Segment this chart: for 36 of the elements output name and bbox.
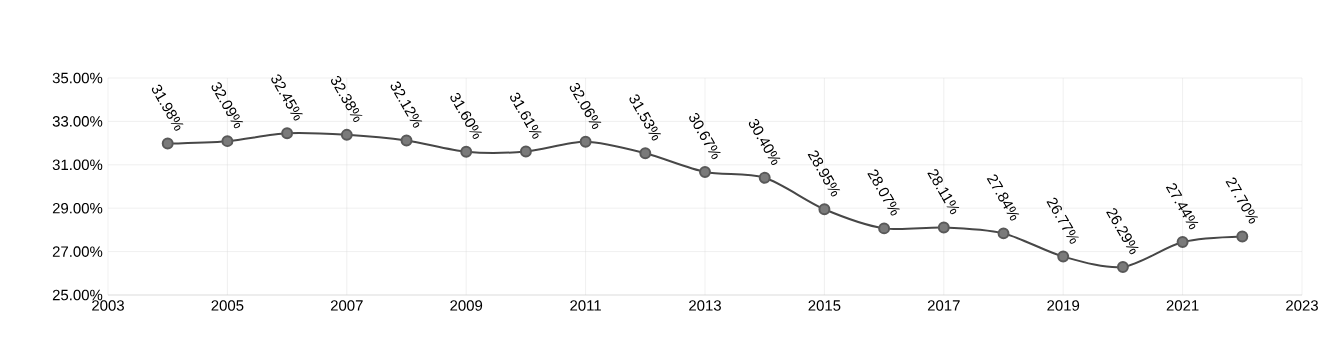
point (1057, 250, 1070, 263)
x-tick-label: 2003 (92, 300, 124, 311)
x-tick-label: 2011 (570, 300, 601, 311)
x-tick-label: 2005 (211, 300, 244, 311)
point (340, 128, 353, 141)
point (1176, 236, 1189, 249)
x-tick-label: 2009 (450, 300, 483, 311)
point (937, 221, 950, 234)
y-tick-label: 31.00% (52, 159, 103, 171)
point (1236, 230, 1249, 243)
point (460, 145, 473, 158)
y-tick-label: 25.00% (52, 289, 103, 301)
point (699, 165, 711, 178)
point (161, 137, 174, 150)
x-tick-label: 2021 (1166, 300, 1199, 311)
point (400, 134, 413, 147)
point (281, 127, 294, 140)
x-tick-label: 2015 (808, 300, 841, 311)
point (997, 227, 1010, 240)
point (818, 203, 831, 216)
point (579, 135, 592, 148)
x-tick-label: 2007 (330, 300, 363, 311)
x-tick-label: 2017 (927, 300, 960, 311)
point (519, 145, 532, 158)
y-tick-label: 35.00% (52, 72, 103, 84)
point (878, 222, 891, 235)
point (758, 171, 771, 184)
point (221, 135, 234, 148)
point (639, 147, 652, 160)
x-tick-label: 2019 (1047, 300, 1080, 311)
x-tick-label: 2023 (1286, 300, 1318, 311)
y-tick-label: 33.00% (52, 116, 103, 127)
y-tick-label: 29.00% (52, 202, 103, 214)
x-tick-label: 2013 (689, 300, 721, 311)
point (1116, 261, 1129, 273)
y-tick-label: 27.00% (52, 246, 103, 257)
